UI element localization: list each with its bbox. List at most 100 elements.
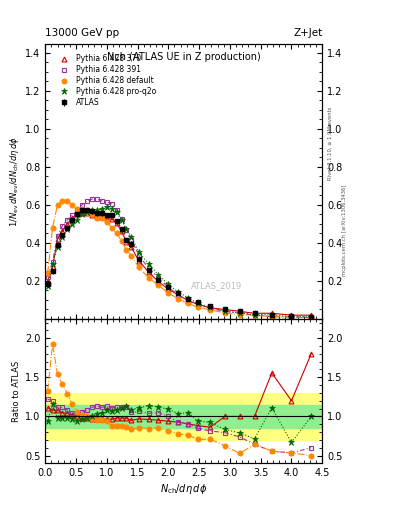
Pythia 6.428 391 (119, 216, 124, 222)
Pythia 6.428 pro-q2o (80, 211, 84, 217)
Pythia 6.428 370 (85, 210, 90, 217)
Pythia 6.428 370 (60, 228, 65, 234)
Pythia 6.428 370 (252, 310, 257, 316)
Pythia 6.428 391 (99, 198, 104, 204)
Pythia 6.428 default (146, 275, 151, 281)
Pythia 6.428 default (222, 310, 227, 316)
Pythia 6.428 370 (70, 215, 75, 221)
Pythia 6.428 391 (50, 259, 55, 265)
Pythia 6.428 default (156, 282, 161, 288)
Pythia 6.428 391 (129, 237, 134, 243)
Pythia 6.428 default (289, 314, 294, 320)
Pythia 6.428 370 (146, 269, 151, 275)
Pythia 6.428 391 (70, 212, 75, 218)
Pythia 6.428 default (166, 290, 171, 296)
Pythia 6.428 370 (99, 214, 104, 220)
Pythia 6.428 370 (50, 264, 55, 270)
Pythia 6.428 pro-q2o (289, 314, 294, 320)
Pythia 6.428 pro-q2o (129, 234, 134, 240)
Pythia 6.428 391 (237, 310, 242, 316)
Pythia 6.428 pro-q2o (55, 243, 60, 249)
Pythia 6.428 default (124, 247, 129, 253)
Pythia 6.428 370 (136, 258, 141, 264)
Line: Pythia 6.428 pro-q2o: Pythia 6.428 pro-q2o (44, 203, 315, 320)
Pythia 6.428 pro-q2o (90, 207, 94, 214)
Pythia 6.428 370 (176, 292, 180, 298)
Pythia 6.428 370 (196, 301, 200, 307)
Line: Pythia 6.428 370: Pythia 6.428 370 (45, 211, 314, 317)
Pythia 6.428 pro-q2o (208, 304, 213, 310)
Pythia 6.428 pro-q2o (176, 289, 180, 295)
Pythia 6.428 391 (55, 233, 60, 239)
Pythia 6.428 pro-q2o (196, 301, 200, 307)
Pythia 6.428 370 (75, 211, 79, 217)
Pythia 6.428 370 (55, 236, 60, 242)
Pythia 6.428 391 (80, 202, 84, 208)
Pythia 6.428 default (119, 238, 124, 244)
Pythia 6.428 391 (222, 308, 227, 314)
Pythia 6.428 pro-q2o (105, 204, 109, 210)
Pythia 6.428 391 (176, 292, 180, 298)
Pythia 6.428 391 (109, 201, 114, 207)
Pythia 6.428 370 (222, 306, 227, 312)
Pythia 6.428 370 (105, 216, 109, 222)
Pythia 6.428 391 (146, 265, 151, 271)
Pythia 6.428 391 (136, 252, 141, 258)
Pythia 6.428 default (65, 198, 70, 204)
Text: Nch (ATLAS UE in Z production): Nch (ATLAS UE in Z production) (107, 52, 261, 62)
Pythia 6.428 391 (114, 206, 119, 212)
Pythia 6.428 370 (270, 310, 274, 316)
Pythia 6.428 370 (45, 278, 50, 284)
Pythia 6.428 default (75, 205, 79, 211)
Pythia 6.428 370 (80, 210, 84, 217)
Pythia 6.428 pro-q2o (185, 294, 190, 301)
Pythia 6.428 default (136, 264, 141, 270)
Pythia 6.428 391 (90, 196, 94, 202)
Pythia 6.428 391 (289, 314, 294, 320)
Pythia 6.428 pro-q2o (146, 261, 151, 267)
Pythia 6.428 pro-q2o (85, 209, 90, 216)
Pythia 6.428 370 (114, 220, 119, 226)
Pythia 6.428 default (70, 202, 75, 208)
Text: 13000 GeV pp: 13000 GeV pp (45, 28, 119, 38)
Pythia 6.428 default (208, 307, 213, 313)
Pythia 6.428 pro-q2o (99, 205, 104, 211)
Pythia 6.428 default (309, 314, 314, 321)
Pythia 6.428 370 (65, 221, 70, 227)
Pythia 6.428 391 (75, 207, 79, 214)
Pythia 6.428 391 (185, 297, 190, 304)
X-axis label: $N_\mathrm{ch}/d\eta\,d\phi$: $N_\mathrm{ch}/d\eta\,d\phi$ (160, 482, 208, 497)
Pythia 6.428 pro-q2o (222, 308, 227, 314)
Pythia 6.428 391 (45, 274, 50, 280)
Line: Pythia 6.428 default: Pythia 6.428 default (45, 199, 314, 320)
Text: mcplots.cern.ch [arXiv:1306.3436]: mcplots.cern.ch [arXiv:1306.3436] (342, 185, 347, 276)
Pythia 6.428 391 (105, 199, 109, 205)
Pythia 6.428 default (176, 295, 180, 302)
Pythia 6.428 pro-q2o (60, 234, 65, 240)
Pythia 6.428 default (105, 219, 109, 225)
Pythia 6.428 default (90, 211, 94, 217)
Pythia 6.428 391 (208, 306, 213, 312)
Pythia 6.428 default (55, 202, 60, 208)
Pythia 6.428 default (109, 224, 114, 230)
Pythia 6.428 default (252, 312, 257, 318)
Pythia 6.428 pro-q2o (237, 310, 242, 316)
Pythia 6.428 370 (90, 212, 94, 218)
Pythia 6.428 pro-q2o (114, 209, 119, 216)
Pythia 6.428 default (85, 207, 90, 214)
Pythia 6.428 370 (309, 312, 314, 318)
Line: Pythia 6.428 391: Pythia 6.428 391 (45, 197, 314, 320)
Y-axis label: $1/N_\mathrm{ev}\,dN_\mathrm{ev}/dN_\mathrm{ch}/d\eta\,d\phi$: $1/N_\mathrm{ev}\,dN_\mathrm{ev}/dN_\mat… (8, 136, 21, 226)
Pythia 6.428 391 (156, 275, 161, 281)
Pythia 6.428 default (237, 312, 242, 318)
Pythia 6.428 370 (185, 297, 190, 304)
Pythia 6.428 370 (156, 279, 161, 285)
Pythia 6.428 pro-q2o (50, 261, 55, 267)
Pythia 6.428 pro-q2o (119, 217, 124, 223)
Pythia 6.428 default (185, 301, 190, 307)
Pythia 6.428 391 (196, 302, 200, 308)
Pythia 6.428 pro-q2o (309, 314, 314, 320)
Pythia 6.428 default (114, 230, 119, 237)
Pythia 6.428 default (80, 205, 84, 211)
Pythia 6.428 391 (95, 196, 99, 202)
